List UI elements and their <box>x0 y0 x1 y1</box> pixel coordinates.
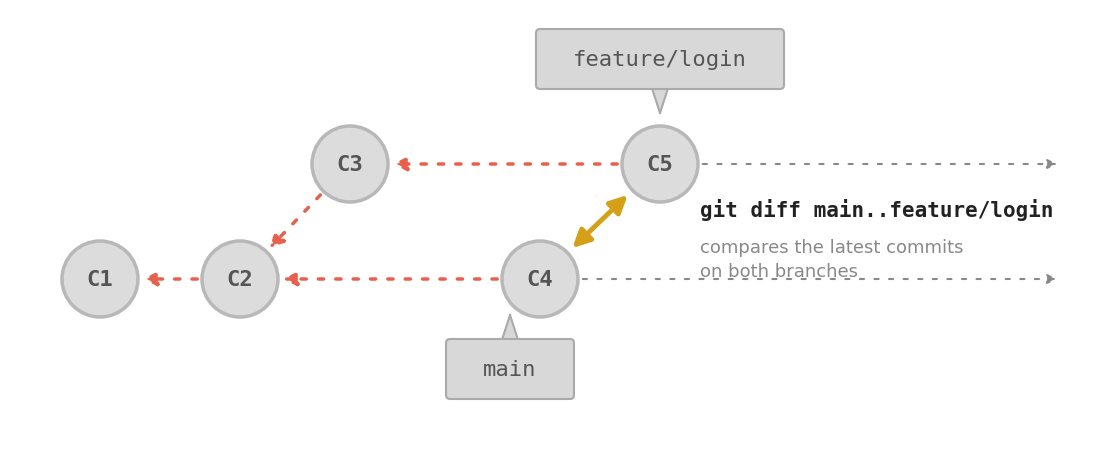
Circle shape <box>62 242 138 317</box>
Text: C4: C4 <box>527 269 553 289</box>
Text: main: main <box>483 359 537 379</box>
FancyBboxPatch shape <box>446 339 574 399</box>
Text: C2: C2 <box>227 269 253 289</box>
FancyBboxPatch shape <box>536 30 784 90</box>
Polygon shape <box>651 86 669 114</box>
Circle shape <box>502 242 578 317</box>
Text: on both branches: on both branches <box>700 263 858 281</box>
Polygon shape <box>500 315 519 343</box>
Text: C5: C5 <box>647 155 673 175</box>
Text: feature/login: feature/login <box>573 50 747 70</box>
Text: C1: C1 <box>87 269 113 289</box>
Text: git diff main..feature/login: git diff main..feature/login <box>700 199 1054 220</box>
Text: compares the latest commits: compares the latest commits <box>700 238 964 257</box>
Circle shape <box>202 242 278 317</box>
Circle shape <box>621 127 698 202</box>
Circle shape <box>312 127 388 202</box>
Text: C3: C3 <box>337 155 363 175</box>
